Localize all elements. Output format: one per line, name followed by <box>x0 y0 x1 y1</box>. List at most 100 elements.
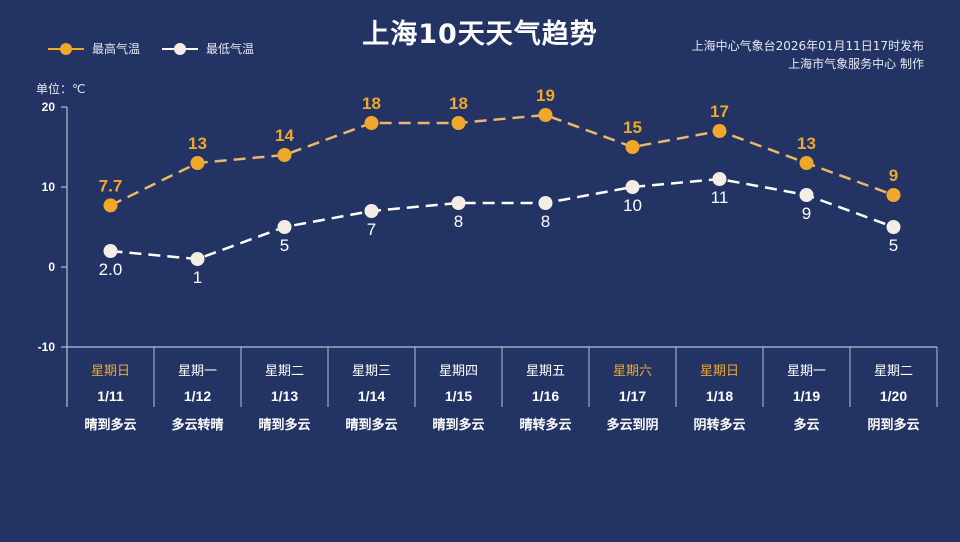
day-weather: 晴到多云 <box>84 418 137 433</box>
day-date: 1/15 <box>444 388 473 404</box>
day-weather: 晴到多云 <box>345 418 398 433</box>
high-temp-point <box>625 140 640 154</box>
day-weather: 多云 <box>793 418 820 433</box>
day-weather: 晴到多云 <box>432 418 485 433</box>
low-temp-point <box>799 188 814 202</box>
day-column: 星期一 1/19 多云 <box>763 348 850 436</box>
day-weather: 阴转多云 <box>693 418 746 433</box>
day-column: 星期二 1/13 晴到多云 <box>241 348 328 436</box>
chart-points <box>103 108 901 266</box>
y-tick-label: -10 <box>38 340 56 354</box>
day-date: 1/19 <box>792 388 821 404</box>
low-temp-value-label: 2.0 <box>99 260 123 279</box>
day-weekday: 星期五 <box>525 364 565 379</box>
low-temp-value-label: 5 <box>889 236 898 255</box>
high-temp-value-label: 18 <box>449 94 468 113</box>
day-date: 1/14 <box>357 388 386 404</box>
day-column: 星期日 1/18 阴转多云 <box>676 348 763 436</box>
day-weekday: 星期六 <box>612 364 652 379</box>
high-temp-point <box>712 124 727 138</box>
high-temp-point <box>190 156 205 170</box>
day-date: 1/20 <box>879 388 908 404</box>
chart-axes: 20 10 0 -10 <box>38 100 938 407</box>
low-temp-point <box>103 244 118 258</box>
high-temp-value-label: 18 <box>362 94 381 113</box>
high-temp-value-label: 13 <box>188 134 207 153</box>
day-date: 1/11 <box>97 388 124 404</box>
y-tick-label: 10 <box>42 180 56 194</box>
day-weekday: 星期三 <box>351 364 391 379</box>
low-temp-point <box>538 196 553 210</box>
day-date: 1/12 <box>183 388 212 404</box>
source-line-2: 上海市气象服务中心 制作 <box>788 57 924 71</box>
day-column: 星期二 1/20 阴到多云 <box>850 348 937 436</box>
day-weather: 晴到多云 <box>258 418 311 433</box>
low-temp-point <box>451 196 466 210</box>
high-temp-value-label: 9 <box>889 166 898 185</box>
legend-item-high: 最高气温 <box>48 40 140 57</box>
day-column: 星期三 1/14 晴到多云 <box>328 348 415 436</box>
chart-title: 上海10天天气趋势 <box>362 19 598 50</box>
high-temp-line <box>109 113 894 207</box>
high-temp-value-label: 13 <box>797 134 816 153</box>
legend-item-low: 最低气温 <box>162 40 254 57</box>
low-temp-value-label: 8 <box>541 212 550 231</box>
low-temp-value-label: 10 <box>623 196 642 215</box>
day-date: 1/16 <box>531 388 560 404</box>
day-weekday: 星期日 <box>699 364 739 379</box>
source-info: 上海中心气象台2026年01月11日17时发布 上海市气象服务中心 制作 <box>692 37 924 73</box>
y-tick-label: 20 <box>42 100 56 114</box>
high-temp-point <box>886 188 901 202</box>
high-temp-value-label: 19 <box>536 86 555 105</box>
low-temp-value-label: 11 <box>711 188 729 207</box>
low-temp-value-label: 9 <box>802 204 811 223</box>
day-date: 1/18 <box>705 388 734 404</box>
high-temp-point <box>364 116 379 130</box>
high-temp-value-label: 15 <box>623 118 642 137</box>
high-temp-value-label: 17 <box>710 102 729 121</box>
source-line-1: 上海中心气象台2026年01月11日17时发布 <box>691 39 924 53</box>
high-temp-point <box>103 198 118 213</box>
low-temp-value-label: 8 <box>454 212 463 231</box>
chart-lines <box>109 113 894 261</box>
low-temp-value-label: 7 <box>367 220 376 239</box>
day-column: 星期一 1/12 多云转晴 <box>154 348 241 436</box>
low-temp-point <box>190 252 205 266</box>
legend-low-marker-icon <box>162 42 199 55</box>
legend-high-label: 最高气温 <box>92 42 141 56</box>
day-weekday: 星期日 <box>90 364 130 379</box>
high-temp-point <box>451 116 466 130</box>
day-weather: 多云到阴 <box>606 418 659 433</box>
high-temp-value-label: 7.7 <box>99 176 123 195</box>
low-temp-value-label: 1 <box>193 268 202 287</box>
y-tick-label: 0 <box>48 260 55 274</box>
day-column: 星期五 1/16 晴转多云 <box>502 348 589 436</box>
unit-label: 单位：℃ <box>36 82 86 96</box>
day-column: 星期六 1/17 多云到阴 <box>589 348 676 436</box>
high-temp-point <box>799 156 814 170</box>
day-weather: 阴到多云 <box>867 418 920 433</box>
day-weather: 晴转多云 <box>519 418 572 433</box>
day-weekday: 星期一 <box>786 364 826 379</box>
day-column: 星期四 1/15 晴到多云 <box>415 348 502 436</box>
day-weather: 多云转晴 <box>171 418 224 433</box>
day-column: 星期日 1/11 晴到多云 <box>67 348 154 436</box>
low-temp-line <box>110 177 894 261</box>
day-date: 1/13 <box>270 388 299 404</box>
low-temp-point <box>712 172 727 186</box>
day-weekday: 星期二 <box>873 364 913 379</box>
low-temp-point <box>886 220 901 234</box>
low-temp-point <box>625 180 640 194</box>
legend: 最高气温 最低气温 <box>48 40 254 57</box>
legend-low-label: 最低气温 <box>206 42 255 56</box>
day-weekday: 星期四 <box>438 364 478 379</box>
high-temp-value-label: 14 <box>275 126 294 145</box>
low-temp-value-label: 5 <box>280 236 289 255</box>
day-date: 1/17 <box>618 388 647 404</box>
day-weekday: 星期二 <box>264 364 304 379</box>
high-temp-point <box>538 108 553 122</box>
legend-high-marker-icon <box>48 42 84 55</box>
high-temp-point <box>277 148 292 162</box>
